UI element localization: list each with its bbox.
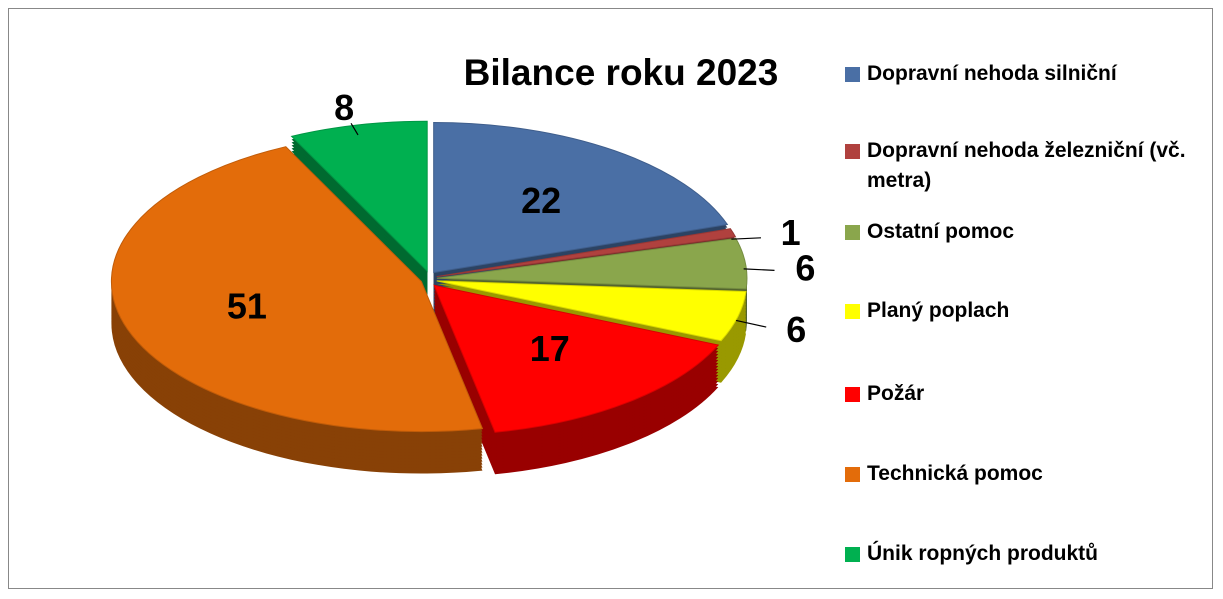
leader-line [731,237,762,240]
legend-swatch [845,67,860,82]
slice [110,146,484,433]
data-label: 6 [786,309,806,350]
data-label: 51 [227,285,267,326]
leader-line [350,122,359,136]
legend-item: Dopravní nehoda silniční [845,59,1205,89]
legend-label: Technická pomoc [867,462,1043,485]
leader-line [743,268,775,271]
slice [436,280,747,342]
legend-label: Dopravní nehoda silniční [867,62,1117,85]
legend-label: Dopravní nehoda železniční (vč. metra) [867,139,1186,192]
legend-label: Planý poplach [867,299,1010,322]
legend-label: Ostatní pomoc [867,220,1015,243]
data-label: 1 [781,212,801,253]
legend-item: Požár [845,379,1205,409]
legend-swatch [845,387,860,402]
slice [433,122,729,274]
legend-label: Požár [867,382,925,405]
leader-line [735,319,767,328]
slice [433,284,720,433]
legend-item: Ostatní pomoc [845,217,1205,247]
chart-title: Bilance roku 2023 [464,52,779,93]
legend-swatch [845,547,860,562]
legend-item: Dopravní nehoda železniční (vč. metra) [845,136,1205,196]
legend-swatch [845,225,860,240]
legend-item: Technická pomoc [845,459,1205,489]
data-label: 8 [334,87,354,128]
chart-frame: Bilance roku 2023 22 1 6 6 17 51 8 Dopravní ne… [8,8,1213,589]
legend-swatch [845,144,860,159]
slice [436,228,737,278]
legend-swatch [845,467,860,482]
data-label: 6 [795,247,815,288]
data-label: 17 [530,328,570,369]
legend-label: Únik ropných produktů [867,542,1098,565]
legend-item: Únik ropných produktů [845,539,1205,569]
legend-swatch [845,304,860,319]
slice [290,120,428,273]
data-label: 22 [521,180,561,221]
legend-item: Planý poplach [845,296,1205,326]
